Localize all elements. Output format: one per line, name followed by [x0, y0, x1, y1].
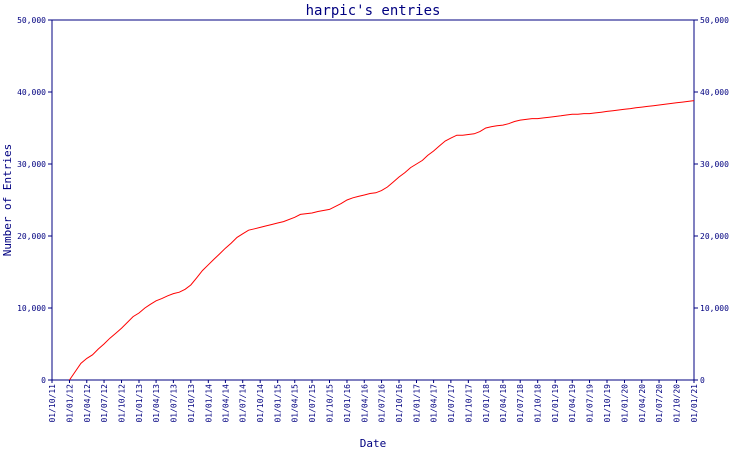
y-tick-label-right: 50,000: [700, 16, 729, 25]
x-tick-label: 01/07/16: [378, 384, 387, 423]
x-tick-label: 01/01/15: [274, 384, 283, 423]
x-tick-label: 01/07/19: [586, 384, 595, 423]
x-tick-label: 01/10/17: [464, 384, 473, 423]
x-tick-label: 01/10/11: [48, 384, 57, 423]
x-tick-label: 01/04/20: [638, 384, 647, 423]
y-tick-label-left: 50,000: [17, 16, 46, 25]
x-tick-label: 01/10/12: [118, 384, 127, 423]
x-tick-label: 01/04/17: [430, 384, 439, 423]
y-tick-label-left: 20,000: [17, 232, 46, 241]
x-tick-label: 01/01/13: [135, 384, 144, 423]
x-tick-label: 01/07/13: [169, 384, 178, 423]
x-tick-label: 01/07/14: [239, 384, 248, 423]
y-axis-title: Number of Entries: [1, 144, 14, 257]
x-tick-label: 01/04/13: [152, 384, 161, 423]
x-tick-label: 01/04/12: [83, 384, 92, 423]
x-tick-label: 01/01/14: [204, 384, 213, 423]
x-tick-label: 01/01/12: [65, 384, 74, 423]
series-line: [69, 100, 695, 381]
x-tick-label: 01/01/17: [412, 384, 421, 423]
y-tick-label-right: 30,000: [700, 160, 729, 169]
x-tick-label: 01/10/20: [673, 384, 682, 423]
x-tick-label: 01/04/14: [221, 384, 230, 423]
x-tick-label: 01/10/19: [603, 384, 612, 423]
x-tick-label: 01/01/19: [551, 384, 560, 423]
x-tick-label: 01/10/13: [187, 384, 196, 423]
x-tick-label: 01/07/18: [516, 384, 525, 423]
y-axis-right: 0 10,000 20,000 30,000 40,000 50,000: [694, 16, 729, 385]
y-tick-label-left: 40,000: [17, 88, 46, 97]
y-tick-label-right: 40,000: [700, 88, 729, 97]
y-tick-label-right: 10,000: [700, 304, 729, 313]
x-tick-label: 01/04/19: [568, 384, 577, 423]
x-tick-label: 01/01/20: [620, 384, 629, 423]
y-tick-label-left: 0: [41, 376, 46, 385]
y-axis-left: 0 10,000 20,000 30,000 40,000 50,000: [17, 16, 52, 385]
x-tick-label: 01/10/18: [534, 384, 543, 423]
y-tick-label-left: 30,000: [17, 160, 46, 169]
x-tick-label: 01/10/15: [326, 384, 335, 423]
x-tick-label: 01/04/15: [291, 384, 300, 423]
x-tick-label: 01/04/18: [499, 384, 508, 423]
y-tick-label-left: 10,000: [17, 304, 46, 313]
x-tick-label: 01/01/16: [343, 384, 352, 423]
chart-title: harpic's entries: [306, 3, 441, 19]
x-tick-label: 01/07/20: [655, 384, 664, 423]
x-tick-label: 01/07/12: [100, 384, 109, 423]
x-tick-label: 01/07/15: [308, 384, 317, 423]
x-tick-label: 01/10/14: [256, 384, 265, 423]
y-tick-label-right: 0: [700, 376, 705, 385]
x-tick-label: 01/10/16: [395, 384, 404, 423]
x-tick-label: 01/01/18: [482, 384, 491, 423]
x-tick-label: 01/01/21: [690, 384, 699, 423]
x-tick-label: 01/07/17: [447, 384, 456, 423]
x-axis-title: Date: [360, 437, 387, 450]
y-tick-label-right: 20,000: [700, 232, 729, 241]
x-tick-label: 01/04/16: [360, 384, 369, 423]
x-axis: 01/10/11 01/01/12 01/04/12 01/07/12 01/10/12…: [48, 380, 699, 423]
